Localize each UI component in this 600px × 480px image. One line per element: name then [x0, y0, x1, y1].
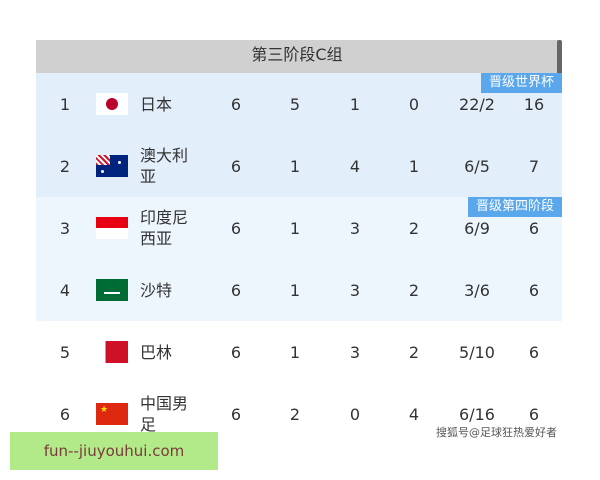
cell-pts: 6	[528, 218, 540, 238]
cell-p: 6	[230, 404, 242, 424]
cell-team: 日本	[140, 94, 173, 114]
watermark: 搜狐号@足球狂热爱好者	[436, 426, 557, 439]
cell-w: 5	[289, 94, 301, 114]
cell-gd: 6/5	[464, 156, 490, 176]
badge-world-cup: 晋级世界杯	[480, 73, 562, 93]
cell-p: 6	[230, 342, 242, 362]
cell-pts: 6	[528, 342, 540, 362]
badge-fourth-stage: 晋级第四阶段	[467, 197, 562, 217]
cell-gd: 3/6	[464, 280, 490, 300]
cell-team: 中国男足	[140, 394, 189, 434]
cell-pts: 7	[528, 156, 540, 176]
cell-d: 3	[349, 342, 361, 362]
cell-l: 2	[408, 342, 420, 362]
cell-l: 2	[408, 218, 420, 238]
table-row: 2 澳大利亚 6 1 4 1 6/5 7	[36, 135, 562, 197]
saudi-arabia-flag	[94, 259, 130, 321]
cell-team: 巴林	[140, 342, 173, 362]
cell-p: 6	[230, 156, 242, 176]
bahrain-flag	[94, 321, 130, 383]
cell-p: 6	[230, 218, 242, 238]
cell-l: 2	[408, 280, 420, 300]
japan-flag	[94, 73, 130, 135]
cell-p: 6	[230, 280, 242, 300]
cell-rank: 6	[59, 404, 71, 424]
table-row: 1 日本 6 5 1 0 22/2 16 晋级世界杯	[36, 73, 562, 135]
china-flag: ★	[94, 383, 130, 445]
scrollbar[interactable]	[557, 40, 562, 85]
cell-w: 2	[289, 404, 301, 424]
cell-w: 1	[289, 342, 301, 362]
cell-pts: 16	[523, 94, 545, 114]
cell-gd: 5/10	[459, 342, 495, 362]
table-row: 5 巴林 6 1 3 2 5/10 6	[36, 321, 562, 383]
cell-l: 0	[408, 94, 420, 114]
cell-l: 1	[408, 156, 420, 176]
cell-w: 1	[289, 156, 301, 176]
site-label: fun--jiuyouhui.com	[10, 432, 218, 470]
cell-d: 3	[349, 280, 361, 300]
table-row: 4 沙特 6 1 3 2 3/6 6	[36, 259, 562, 321]
cell-d: 3	[349, 218, 361, 238]
cell-rank: 5	[59, 342, 71, 362]
cell-gd: 6/9	[464, 218, 490, 238]
table-row: 3 印度尼西亚 6 1 3 2 6/9 6 晋级第四阶段	[36, 197, 562, 259]
cell-w: 1	[289, 280, 301, 300]
cell-team: 印度尼西亚	[140, 208, 189, 248]
cell-rank: 4	[59, 280, 71, 300]
cell-d: 4	[349, 156, 361, 176]
cell-l: 4	[408, 404, 420, 424]
cell-gd: 6/16	[459, 404, 495, 424]
cell-rank: 3	[59, 218, 71, 238]
cell-pts: 6	[528, 280, 540, 300]
cell-rank: 2	[59, 156, 71, 176]
cell-pts: 6	[528, 404, 540, 424]
australia-flag	[94, 135, 130, 197]
cell-d: 1	[349, 94, 361, 114]
cell-p: 6	[230, 94, 242, 114]
indonesia-flag	[94, 197, 130, 259]
cell-d: 0	[349, 404, 361, 424]
cell-rank: 1	[59, 94, 71, 114]
cell-team: 澳大利亚	[140, 146, 189, 186]
group-title: 第三阶段C组	[36, 40, 558, 73]
cell-team: 沙特	[140, 280, 173, 300]
cell-w: 1	[289, 218, 301, 238]
cell-gd: 22/2	[459, 94, 495, 114]
